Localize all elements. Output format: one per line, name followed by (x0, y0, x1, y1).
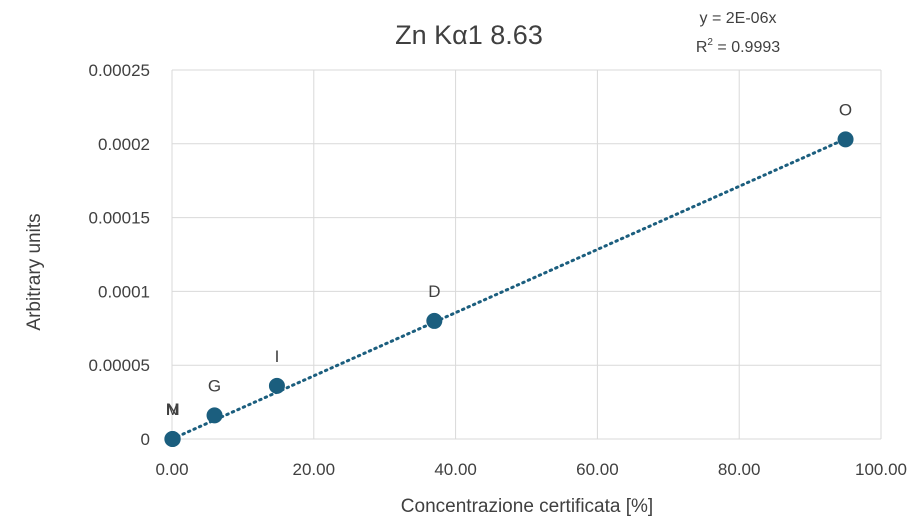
data-point (164, 431, 181, 447)
data-label: O (839, 100, 852, 119)
data-point (268, 377, 285, 394)
y-tick-label: 0.0001 (98, 282, 150, 301)
y-tick-label: 0.00015 (89, 209, 150, 228)
trendline (170, 137, 848, 441)
data-point (206, 407, 223, 424)
data-points (164, 131, 854, 447)
y-tick-label: 0 (141, 430, 150, 449)
axes: 0.00 20.00 40.00 60.00 80.00 100.00 0 0.00005 0.… (89, 61, 907, 479)
x-tick-label: 80.00 (718, 460, 761, 479)
x-tick-label: 20.00 (293, 460, 336, 479)
point-labels: NM G I D O (166, 100, 853, 419)
data-label: M (166, 400, 180, 419)
y-axis-title: Arbitrary units (24, 213, 45, 330)
y-tick-label: 0.00005 (89, 356, 150, 375)
data-label: G (208, 376, 221, 395)
y-tick-label: 0.0002 (98, 135, 150, 154)
r-squared-prefix: R (696, 39, 708, 56)
x-tick-label: 0.00 (155, 460, 188, 479)
x-axis-title: Concentrazione certificata [%] (401, 496, 653, 517)
data-point (426, 312, 443, 329)
r-squared: R2 = 0.9993 (696, 37, 780, 56)
data-label: I (275, 347, 280, 366)
trendline-equation: y = 2E-06x (700, 10, 777, 27)
r-squared-value: = 0.9993 (713, 39, 780, 56)
x-tick-label: 60.00 (576, 460, 619, 479)
r-squared-superscript: 2 (707, 37, 713, 48)
chart-title: Zn Kα1 8.63 (395, 20, 543, 50)
data-label: N (166, 400, 178, 419)
x-tick-label: 100.00 (855, 460, 907, 479)
data-label: D (428, 282, 440, 301)
data-point (837, 131, 854, 148)
grid (171, 69, 882, 440)
y-tick-label: 0.00025 (89, 61, 150, 80)
x-tick-label: 40.00 (434, 460, 477, 479)
